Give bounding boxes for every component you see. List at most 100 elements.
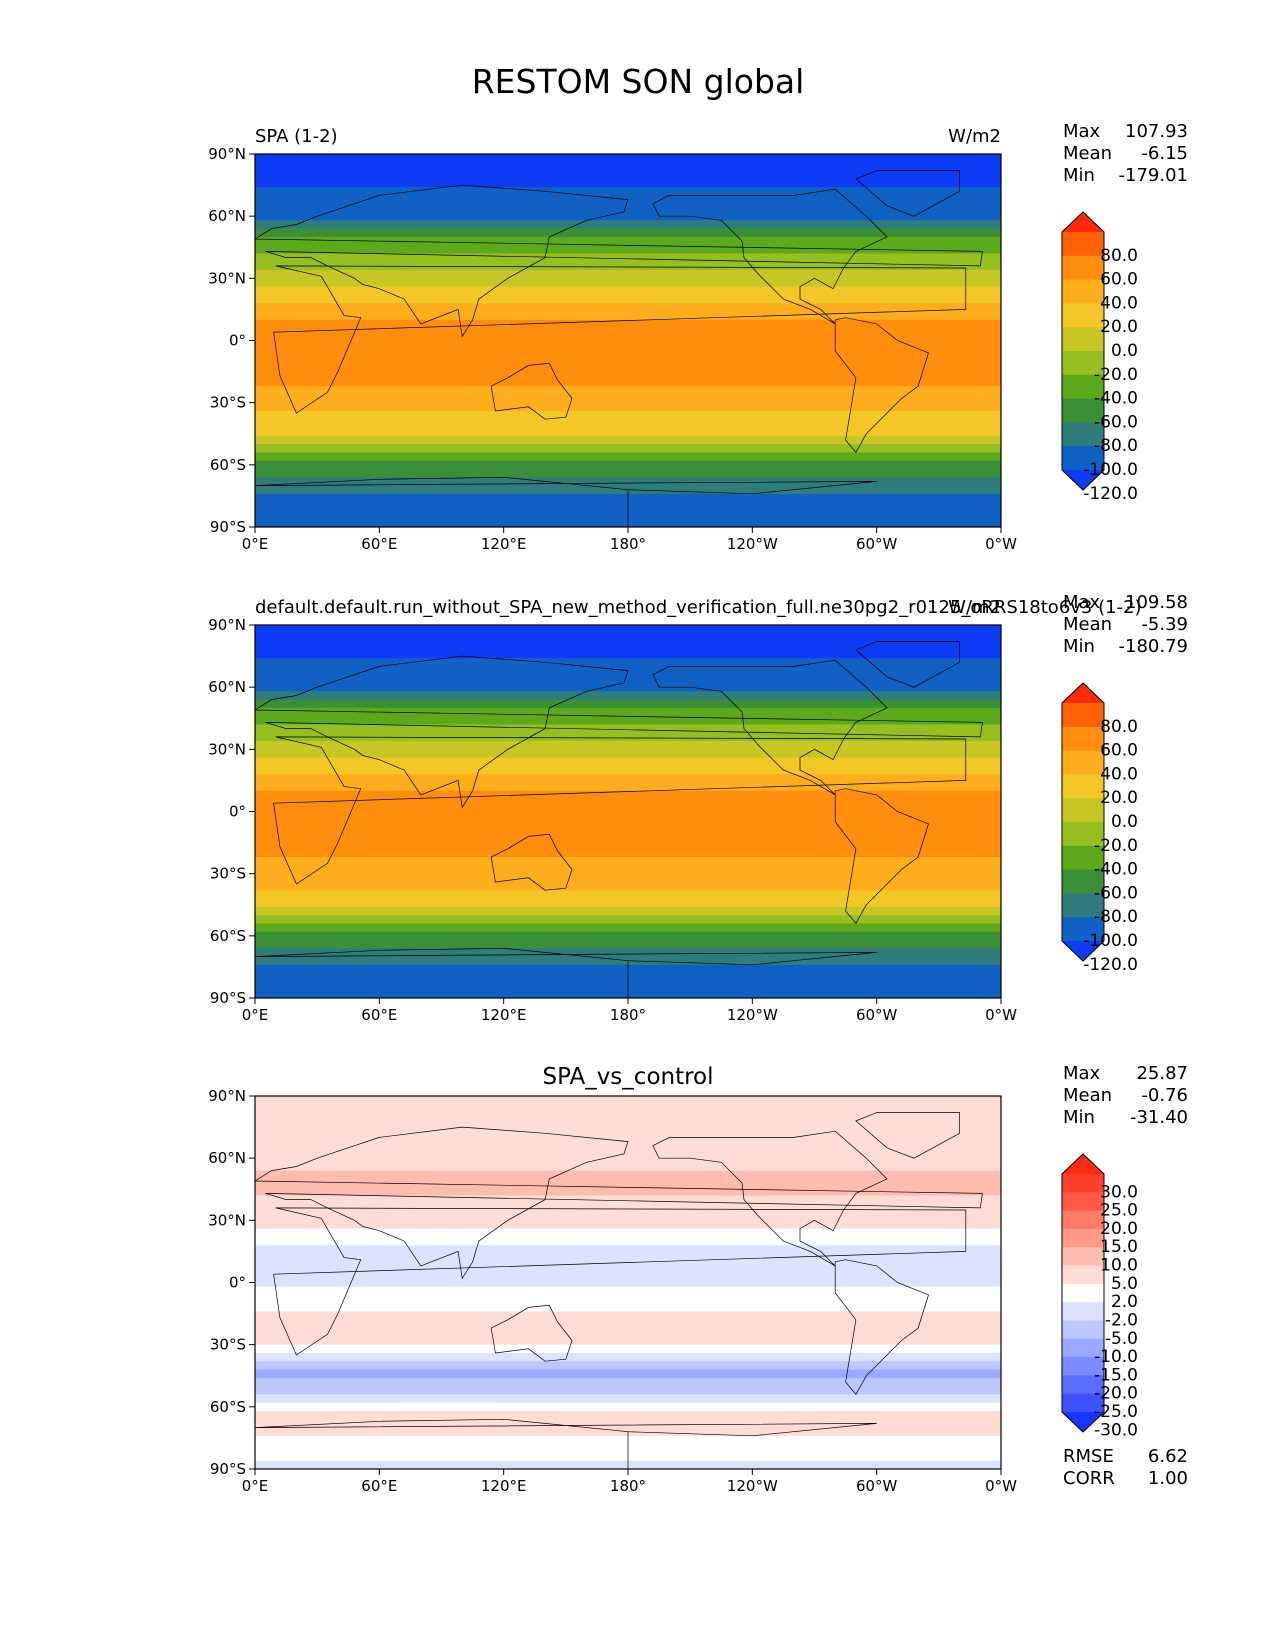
field-band [255, 765, 1001, 775]
colorbar-label: -100.0 [1083, 931, 1138, 951]
panel-units: W/m2 [948, 597, 1001, 618]
colorbar-segment [1062, 351, 1104, 376]
colorbar-segment [1062, 398, 1104, 423]
colorbar-label: 20.0 [1100, 1219, 1138, 1239]
field-band [255, 394, 1001, 404]
coastline [855, 170, 960, 217]
colorbar-label: -120.0 [1083, 955, 1138, 975]
field-band [255, 1162, 1001, 1172]
field-band [255, 881, 1001, 891]
field-band [255, 228, 1001, 238]
stat-label: Min [1063, 1107, 1095, 1128]
field-band [255, 691, 1001, 701]
field-band [255, 303, 1001, 313]
stat-label: Mean [1063, 143, 1112, 164]
field-band [255, 1328, 1001, 1337]
colorbar-segment [1062, 1228, 1104, 1248]
stat-label: Min [1063, 636, 1095, 657]
colorbar-segment [1062, 303, 1104, 328]
colorbar-label: 15.0 [1100, 1237, 1138, 1257]
y-tick-label: 60°N [208, 1149, 246, 1167]
panel-left-title: default.default.run_without_SPA_new_meth… [255, 597, 1142, 618]
y-tick-label: 60°S [210, 456, 246, 474]
y-tick-label: 30°S [210, 1336, 246, 1354]
colorbar-segment [1062, 212, 1104, 232]
field-band [255, 154, 1001, 163]
x-tick-label: 120°E [481, 1006, 527, 1024]
colorbar-segment [1062, 917, 1104, 942]
stat-label: Min [1063, 165, 1095, 186]
y-tick-label: 30°S [210, 394, 246, 412]
colorbar-segment [1062, 1174, 1104, 1193]
y-tick-label: 0° [229, 1274, 246, 1292]
colorbar-label: -5.0 [1105, 1329, 1138, 1349]
y-tick-label: 60°N [208, 678, 246, 696]
colorbar-label: 20.0 [1100, 317, 1138, 337]
colorbar-segment [1062, 422, 1104, 447]
field-band [255, 361, 1001, 371]
field-band [255, 1212, 1001, 1221]
field-band [255, 1377, 1001, 1387]
field-band [255, 799, 1001, 808]
field-band [255, 865, 1001, 875]
colorbar-segment [1062, 941, 1104, 961]
field-band [255, 732, 1001, 742]
field-band [255, 790, 1001, 800]
field-band [255, 286, 1001, 296]
field-band [255, 187, 1001, 197]
colorbar-label: 60.0 [1100, 741, 1138, 761]
stat-value: -31.40 [1130, 1107, 1188, 1128]
x-tick-label: 60°W [856, 1006, 898, 1024]
field-band [255, 1228, 1001, 1238]
field-band [255, 203, 1001, 213]
field-band [255, 683, 1001, 692]
colorbar-segment [1062, 683, 1104, 703]
field-band [255, 170, 1001, 180]
field-band [255, 1344, 1001, 1354]
field-band [255, 328, 1001, 337]
colorbar-label: -30.0 [1094, 1420, 1138, 1440]
y-tick-label: 60°N [208, 207, 246, 225]
map-panel-3: 0°E 60°E 120°E 180° 120°W 60°W 0°W 90°N 60°N 30°N… [208, 1063, 1188, 1495]
field-band [255, 840, 1001, 850]
coastline [273, 265, 967, 414]
field-band [255, 757, 1001, 767]
field-band [255, 162, 1001, 172]
field-band [255, 294, 1001, 304]
coastline [652, 188, 888, 325]
field-band [255, 336, 1001, 346]
x-tick-label: 0°E [242, 1477, 269, 1495]
field-band [255, 625, 1001, 634]
field-band [255, 452, 1001, 462]
colorbar-segment [1062, 845, 1104, 871]
field-band [255, 649, 1001, 659]
stat-label: Mean [1063, 614, 1112, 635]
colorbar-label: -40.0 [1094, 389, 1138, 409]
colorbar-segment [1062, 822, 1104, 847]
y-tick-label: 30°N [208, 740, 246, 758]
field-band [255, 1336, 1001, 1346]
coastline [652, 1130, 888, 1267]
colorbar-label: 2.0 [1111, 1292, 1138, 1312]
field-band [255, 1178, 1001, 1188]
colorbar: 80.0 60.0 40.0 20.0 0.0 -20.0 -40.0 -60.0 -80.0 -… [1061, 211, 1138, 504]
field-band [255, 344, 1001, 354]
x-tick-label: 0°W [985, 1006, 1017, 1024]
stat-value: 107.93 [1125, 121, 1188, 142]
colorbar-segment [1062, 726, 1104, 752]
field-band [255, 1220, 1001, 1230]
stat-value: -6.15 [1141, 143, 1188, 164]
x-tick-label: 0°W [985, 535, 1017, 553]
stat-label: Max [1063, 592, 1101, 613]
field-band [255, 674, 1001, 684]
colorbar-segment [1062, 774, 1104, 799]
colorbar-segment [1062, 446, 1104, 471]
stat-label: RMSE [1063, 1446, 1114, 1467]
field-band [255, 352, 1001, 362]
colorbar-segment [1062, 1412, 1104, 1432]
colorbar-segment [1062, 255, 1104, 281]
x-tick-label: 0°E [242, 1006, 269, 1024]
stat-label: Max [1063, 121, 1101, 142]
field-band [255, 1386, 1001, 1395]
